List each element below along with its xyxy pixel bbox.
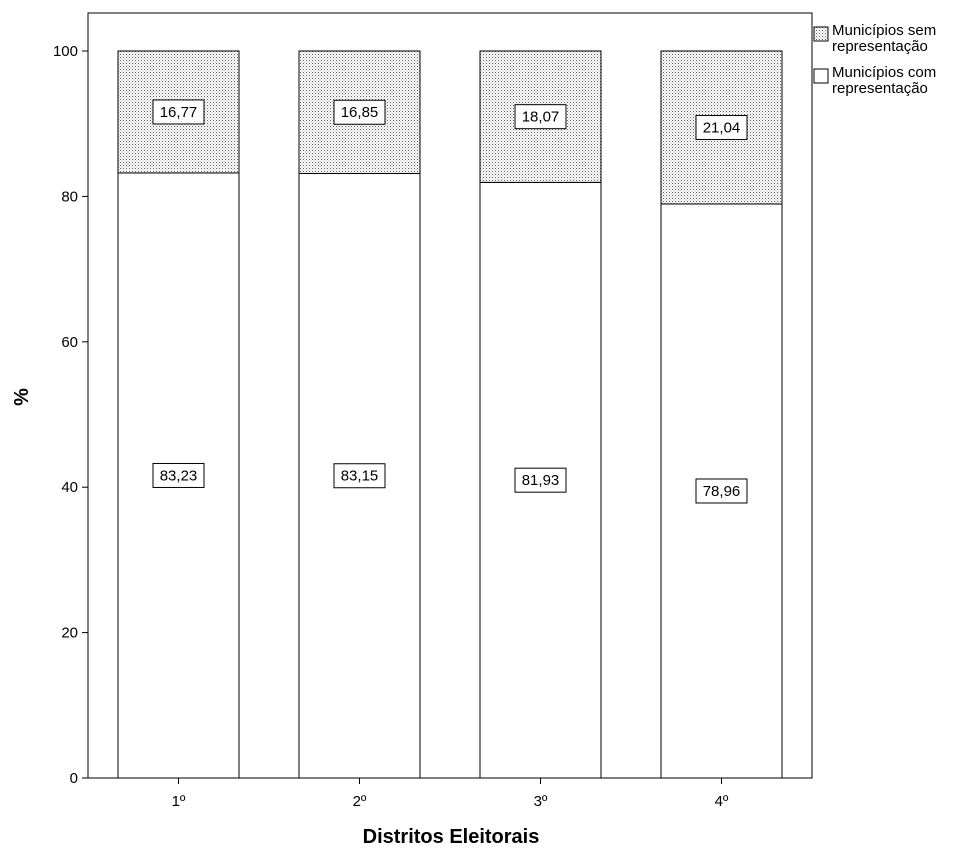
data-label: 21,04 (703, 119, 741, 136)
x-axis-title: Distritos Eleitorais (363, 826, 540, 848)
data-label: 81,93 (522, 472, 560, 489)
data-label-box (514, 467, 567, 493)
bars: 83,23 16,77 83,15 16,85 81,93 18,07 78,96 21,04 (117, 50, 783, 779)
data-label-box (695, 478, 748, 504)
legend-label: Municípios sem (832, 22, 936, 39)
data-label: 83,15 (341, 468, 379, 485)
data-label: 83,23 (160, 467, 198, 484)
data-label-box (152, 99, 205, 125)
x-tick-label: 4º (715, 793, 729, 810)
legend-swatch (813, 68, 829, 84)
y-tick-label: 0 (70, 770, 78, 787)
legend-label: representação (832, 38, 928, 55)
data-label-box (695, 114, 748, 140)
data-label: 16,77 (160, 104, 198, 121)
x-tick-label: 2º (353, 793, 367, 810)
data-label-box (514, 104, 567, 130)
data-label-box (152, 462, 205, 488)
y-tick-label: 40 (61, 479, 78, 496)
y-tick-label: 80 (61, 188, 78, 205)
data-label-box (333, 99, 386, 125)
legend-label: representação (832, 80, 928, 97)
y-axis: 0 20 40 60 80 100 (53, 43, 88, 787)
y-tick-label: 60 (61, 334, 78, 351)
y-tick-label: 100 (53, 43, 78, 60)
x-axis: 1º 2º 3º 4º (172, 778, 729, 810)
x-tick-label: 1º (172, 793, 186, 810)
y-axis-title: % (11, 388, 33, 406)
data-label: 18,07 (522, 109, 560, 126)
y-tick-label: 20 (61, 625, 78, 642)
data-label: 16,85 (341, 104, 379, 121)
data-label: 78,96 (703, 483, 741, 500)
data-label-box (333, 463, 386, 489)
x-tick-label: 3º (534, 793, 548, 810)
bar-segment (117, 50, 240, 174)
legend-label: Municípios com (832, 64, 936, 81)
legend-swatch (813, 26, 829, 42)
